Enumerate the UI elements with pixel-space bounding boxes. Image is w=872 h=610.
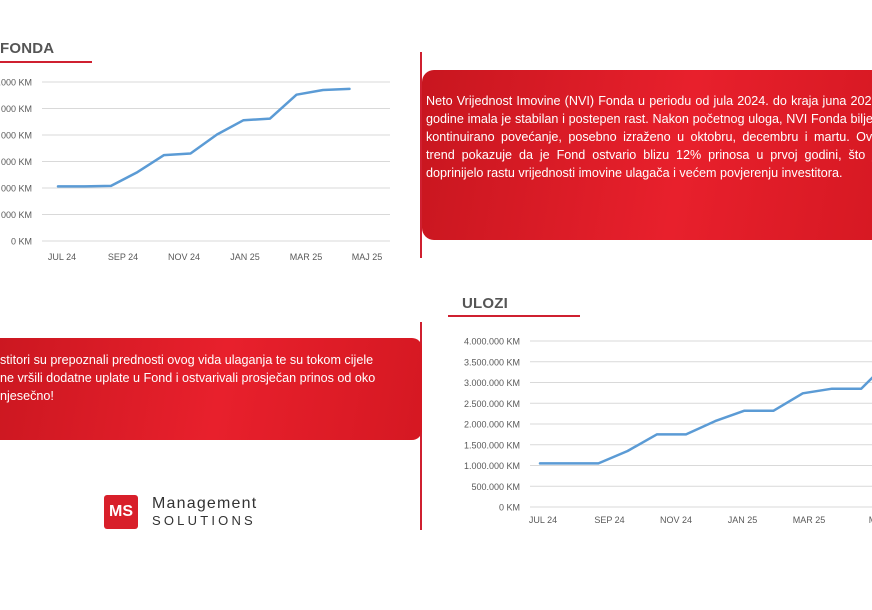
y-tick-label: 3.500.000 KM (464, 357, 520, 367)
chart1-title: FONDA (0, 40, 55, 57)
data-point (348, 88, 351, 90)
series-line (538, 376, 872, 465)
x-tick-label: SEP 24 (108, 252, 138, 262)
data-point (743, 409, 746, 412)
data-point (656, 433, 658, 436)
y-tick-label: 0 KM (11, 237, 32, 247)
x-tick-label: SEP 24 (594, 515, 624, 525)
data-point (136, 171, 139, 173)
chart2-plot: 0 KM 500.000 KM 1.000.000 KM 1.500.000 KM 2.… (464, 337, 872, 525)
x-tick-label: NOV 24 (168, 252, 200, 262)
logo-mark: MS (104, 495, 138, 529)
y-tick-label: 1.500.000 KM (464, 440, 520, 450)
data-point (772, 409, 775, 412)
data-point (714, 420, 716, 422)
data-point (189, 152, 192, 155)
data-point (539, 462, 541, 465)
y-tick-label: 4.000.000 KM (464, 337, 520, 347)
y-tick-label: 2.000.000 KM (464, 420, 520, 430)
data-point (831, 387, 833, 390)
y-tick-label: 0 KM (499, 503, 520, 513)
info-box-investors: stitori su prepoznali prednosti ovog vid… (0, 338, 422, 440)
data-point (322, 89, 324, 91)
y-tick-label: 000 KM (1, 184, 32, 194)
data-point (163, 154, 165, 156)
info-box-investors-line1: stitori su prepoznali prednosti ovog vid… (0, 353, 374, 367)
chart1-plot: 0 KM 000 KM 000 KM 000 KM 000 KM 000 KM .000 K… (0, 78, 390, 262)
x-tick-label: MAJ 25 (352, 252, 383, 262)
x-tick-label: JAN 25 (728, 515, 758, 525)
series-line (56, 87, 351, 188)
data-point (242, 119, 245, 121)
info-box-nvi: Neto Vrijednost Imovine (NVI) Fonda u pe… (422, 70, 872, 240)
x-tick-label: MA (869, 515, 872, 525)
data-point (597, 462, 600, 465)
x-tick-label: JAN 25 (230, 252, 260, 262)
y-tick-label: 000 KM (1, 131, 32, 141)
x-tick-label: MAR 25 (290, 252, 323, 262)
data-point (216, 133, 218, 136)
data-point (110, 185, 112, 187)
info-box-investors-line2: ne vršili dodatne uplate u Fond i ostvar… (0, 371, 376, 385)
x-tick-label: JUL 24 (48, 252, 76, 262)
y-tick-label: 000 KM (1, 157, 32, 167)
data-point (685, 433, 687, 436)
data-point (626, 450, 629, 452)
data-point (802, 392, 804, 395)
chart1-title-underline (0, 61, 92, 63)
y-tick-label: 1.000.000 KM (464, 461, 520, 471)
data-point (83, 185, 86, 188)
company-logo: MS Management SOLUTIONS (104, 495, 294, 533)
data-point (57, 185, 59, 188)
y-tick-label: 500.000 KM (471, 482, 520, 492)
info-box-nvi-text: Neto Vrijednost Imovine (NVI) Fonda u pe… (426, 94, 872, 180)
data-point (860, 387, 862, 390)
data-point (269, 117, 271, 120)
x-tick-label: NOV 24 (660, 515, 692, 525)
info-box-investors-line3: njesečno! (0, 389, 54, 403)
chart2-title-underline (448, 315, 580, 317)
data-point (568, 462, 570, 465)
y-tick-label: .000 KM (0, 78, 32, 88)
logo-text-management: Management (152, 495, 258, 512)
data-point (295, 93, 298, 96)
divider-top (420, 52, 422, 258)
chart2-title: ULOZI (462, 295, 508, 312)
y-tick-label: 2.500.000 KM (464, 399, 520, 409)
y-tick-label: 3.000.000 KM (464, 378, 520, 388)
y-tick-label: 000 KM (1, 210, 32, 220)
x-tick-label: JUL 24 (529, 515, 557, 525)
y-tick-label: 000 KM (1, 104, 32, 114)
x-tick-label: MAR 25 (793, 515, 826, 525)
logo-text-solutions: SOLUTIONS (152, 513, 256, 528)
